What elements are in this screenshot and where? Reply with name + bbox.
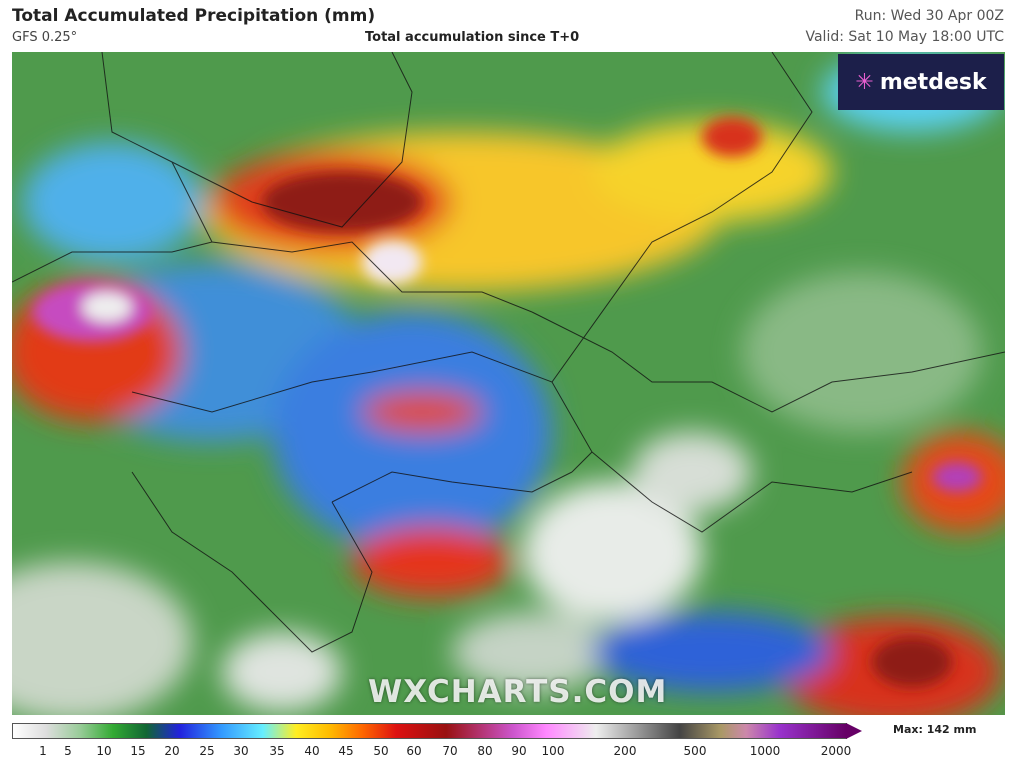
colorbar-label: 100 bbox=[541, 744, 565, 758]
run-time: Run: Wed 30 Apr 00Z bbox=[854, 8, 1004, 24]
colorbar-label: 40 bbox=[304, 744, 320, 758]
colorbar-label: 30 bbox=[233, 744, 249, 758]
subtitle: Total accumulation since T+0 bbox=[365, 30, 580, 45]
colorbar-label: 2000 bbox=[820, 744, 852, 758]
colorbar-label: 90 bbox=[511, 744, 527, 758]
colorbar-label: 200 bbox=[613, 744, 637, 758]
max-value: Max: 142 mm bbox=[893, 723, 977, 736]
colorbar-label: 20 bbox=[164, 744, 180, 758]
colorbar-label: 10 bbox=[96, 744, 112, 758]
colorbar-label: 45 bbox=[338, 744, 354, 758]
colorbar-label: 1 bbox=[39, 744, 47, 758]
colorbar-label: 60 bbox=[406, 744, 422, 758]
precipitation-map bbox=[12, 52, 1005, 715]
colorbar-label: 50 bbox=[373, 744, 389, 758]
logo: ✳ metdesk bbox=[838, 54, 1004, 110]
title: Total Accumulated Precipitation (mm) bbox=[12, 6, 376, 26]
watermark: WXCHARTS.COM bbox=[368, 674, 668, 710]
colorbar bbox=[12, 723, 847, 739]
colorbar-label: 5 bbox=[64, 744, 72, 758]
colorbar-label: 15 bbox=[130, 744, 146, 758]
logo-text: metdesk bbox=[879, 69, 987, 95]
colorbar-label: 35 bbox=[269, 744, 285, 758]
colorbar-label: 1000 bbox=[749, 744, 781, 758]
valid-time: Valid: Sat 10 May 18:00 UTC bbox=[805, 29, 1004, 45]
colorbar-label: 25 bbox=[199, 744, 215, 758]
colorbar-label: 80 bbox=[477, 744, 493, 758]
model: GFS 0.25° bbox=[12, 30, 78, 45]
colorbar-arrow bbox=[846, 723, 862, 739]
colorbar-label: 70 bbox=[442, 744, 458, 758]
logo-icon: ✳ bbox=[855, 69, 874, 95]
colorbar-label: 500 bbox=[683, 744, 707, 758]
